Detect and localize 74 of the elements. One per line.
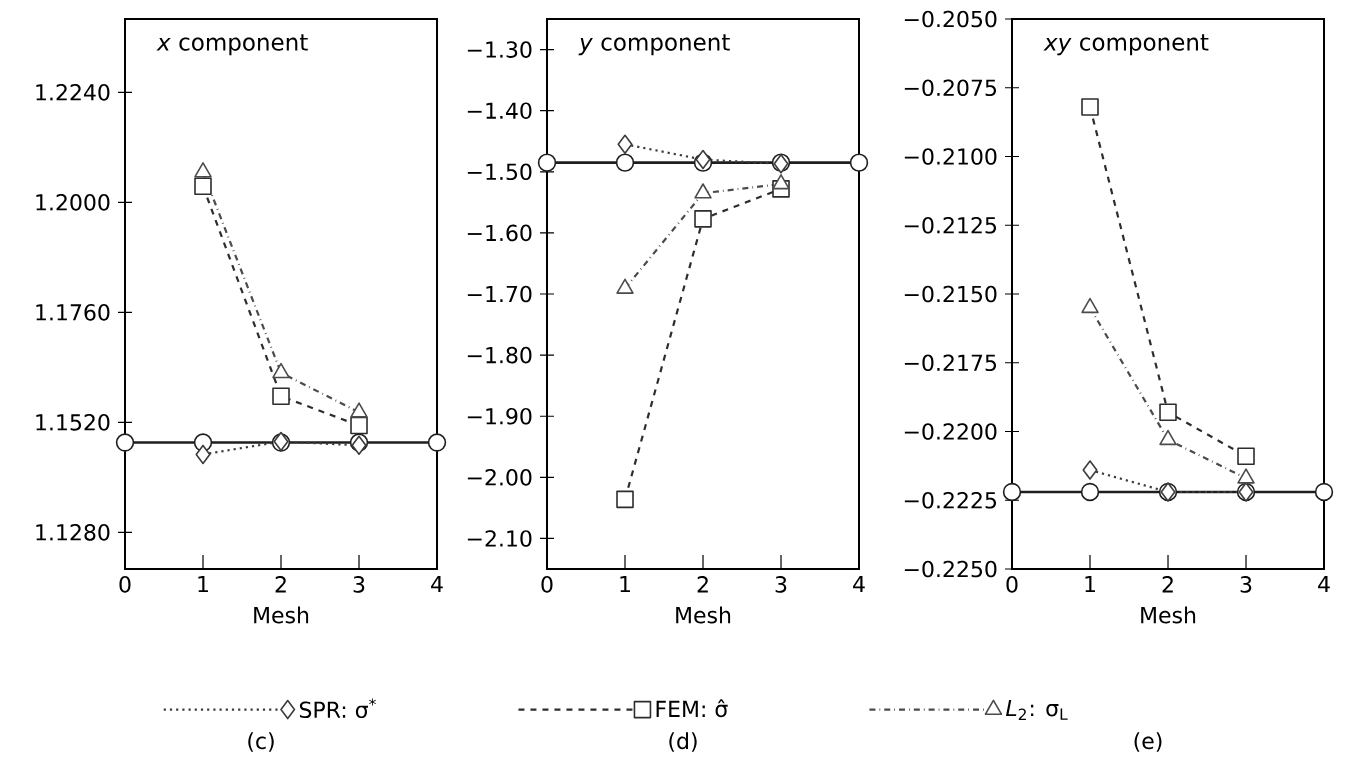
y-tick-label: −1.60: [467, 224, 532, 242]
point: [1080, 482, 1100, 502]
point: [1159, 403, 1177, 422]
x-tick-label: 4: [853, 576, 865, 593]
point: [694, 210, 712, 228]
y-tick-label: −0.2050: [904, 10, 997, 28]
x-tick-label: 1: [620, 576, 630, 593]
y-tick-label: −1.90: [467, 407, 532, 425]
point: [272, 387, 290, 406]
y-tick-label: 1.1280: [36, 524, 110, 541]
x-tick-label: 0: [119, 576, 131, 593]
x-tick-label: 0: [1006, 576, 1018, 593]
point: [350, 416, 368, 435]
y-tick-label: −0.2225: [904, 491, 997, 509]
y-tick-label: 1.1520: [36, 414, 110, 431]
legend-label: SPR: σ$^{*}$: [299, 698, 376, 719]
y-tick-label: −0.2250: [904, 560, 997, 578]
y-tick-label: −1.50: [467, 163, 532, 181]
x-tick-label: 1: [198, 576, 208, 593]
point: [272, 362, 290, 379]
point: [1002, 482, 1022, 502]
y-tick-label: −0.2150: [904, 285, 997, 303]
point: [849, 153, 869, 172]
point: [1081, 98, 1099, 116]
x-tick-label: 4: [431, 576, 443, 593]
point: [427, 433, 447, 452]
point: [616, 490, 634, 509]
point: [195, 444, 211, 465]
x-tick-label: 2: [697, 576, 708, 593]
text: y component: [578, 34, 730, 56]
y-tick-label: 1.2240: [36, 84, 110, 101]
point: [617, 134, 633, 155]
x-tick-label: 4: [1318, 576, 1330, 593]
y-tick-label: −2.10: [467, 530, 532, 547]
text: (e): [1134, 732, 1162, 752]
point: [115, 433, 135, 452]
x-tick-label: 2: [275, 576, 286, 593]
point: [350, 402, 368, 418]
y-tick-label: −0.2200: [904, 423, 997, 440]
x-tick-label: 1: [1085, 576, 1095, 593]
point: [695, 149, 711, 170]
legend-label: L$_{2}$: σ$_{L}$: [1005, 700, 1068, 720]
y-tick-label: −1.30: [467, 41, 532, 58]
x-tick-label: 3: [1240, 576, 1252, 593]
point: [1314, 482, 1334, 502]
y-tick-label: −0.2100: [904, 148, 997, 165]
y-tick-label: −2.00: [467, 469, 532, 486]
y-tick-label: −1.70: [467, 285, 532, 303]
point: [772, 174, 790, 190]
y-tick-label: −0.2175: [904, 354, 997, 372]
x-axis-title: Mesh: [254, 606, 309, 624]
x-axis-title: Mesh: [676, 606, 731, 624]
text: x component: [156, 34, 308, 56]
point: [351, 435, 367, 456]
x-axis-title: Mesh: [1141, 606, 1196, 624]
y-tick-label: −0.2125: [904, 216, 997, 234]
point: [194, 162, 212, 178]
y-tick-label: −1.40: [467, 102, 532, 120]
point: [1237, 447, 1255, 466]
text: (c): [248, 732, 274, 752]
y-tick-label: 1.1760: [36, 304, 110, 321]
y-tick-label: −0.2075: [904, 79, 997, 97]
legend-label: FEM: σ̂: [656, 699, 728, 718]
point: [1082, 460, 1098, 480]
x-tick-label: 3: [353, 576, 365, 593]
x-tick-label: 3: [775, 576, 787, 593]
point: [537, 153, 557, 172]
x-tick-label: 0: [541, 576, 553, 593]
text: (d): [669, 732, 697, 752]
text: xy component: [1043, 34, 1209, 56]
y-tick-label: 1.2000: [36, 194, 110, 211]
point: [615, 153, 635, 172]
y-tick-label: −1.80: [467, 346, 532, 364]
x-tick-label: 2: [1162, 576, 1173, 593]
